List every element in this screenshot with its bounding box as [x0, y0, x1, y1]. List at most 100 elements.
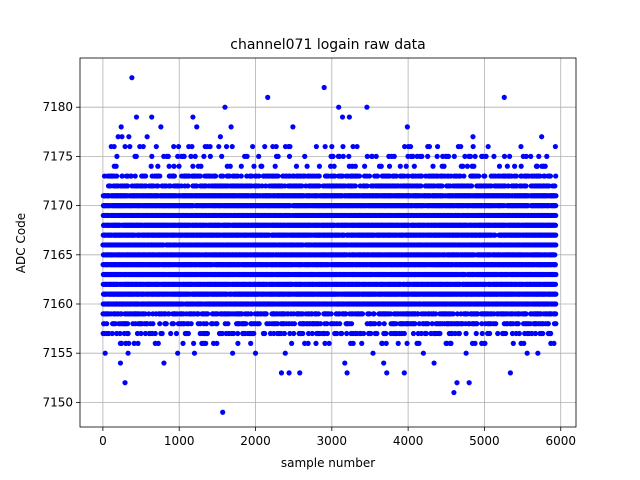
data-point — [171, 163, 177, 169]
data-point — [142, 330, 149, 337]
data-point — [344, 330, 350, 337]
data-point — [155, 183, 161, 189]
data-point — [201, 153, 207, 159]
data-point — [315, 311, 322, 317]
data-point — [340, 153, 346, 159]
data-point — [386, 163, 393, 169]
data-point — [425, 153, 431, 159]
data-point — [359, 340, 365, 346]
data-point — [423, 330, 429, 337]
data-point — [248, 311, 254, 317]
data-point — [411, 163, 417, 169]
data-point — [131, 340, 137, 346]
data-point — [272, 163, 278, 169]
data-point — [356, 173, 363, 179]
data-point — [401, 330, 407, 337]
data-point — [194, 183, 200, 189]
data-point — [216, 143, 222, 150]
data-point — [205, 311, 211, 317]
data-point — [316, 163, 323, 169]
data-point — [140, 143, 146, 150]
data-point — [300, 330, 306, 337]
data-point — [122, 143, 128, 150]
data-point — [322, 143, 328, 150]
data-point — [330, 153, 336, 159]
data-point — [251, 163, 257, 169]
data-point — [204, 330, 211, 337]
data-point — [212, 173, 219, 179]
data-point — [207, 153, 213, 159]
data-point — [418, 183, 424, 189]
data-point — [146, 311, 152, 317]
data-point — [149, 153, 155, 159]
data-point — [171, 143, 177, 150]
data-point — [378, 163, 384, 169]
data-point — [171, 173, 177, 179]
data-point — [263, 183, 269, 189]
data-point — [109, 330, 115, 337]
data-point — [373, 153, 379, 159]
data-point — [263, 311, 269, 317]
data-point — [243, 321, 249, 327]
data-point — [271, 330, 277, 337]
data-point — [203, 321, 210, 327]
data-point — [188, 153, 194, 159]
data-point — [225, 321, 231, 327]
data-point — [159, 330, 165, 337]
data-point — [256, 153, 262, 159]
data-point — [262, 143, 268, 150]
data-point — [125, 330, 131, 337]
data-point — [419, 153, 425, 159]
data-point — [155, 163, 161, 169]
data-point — [114, 153, 120, 159]
data-point — [214, 321, 220, 327]
data-point — [220, 173, 226, 179]
data-point — [404, 340, 410, 346]
data-point — [173, 330, 180, 337]
data-point — [256, 173, 262, 179]
data-point — [190, 163, 196, 169]
data-point — [142, 311, 148, 317]
data-point — [426, 143, 433, 150]
data-point — [364, 153, 370, 159]
data-point — [197, 173, 204, 179]
data-point — [192, 153, 198, 159]
data-point — [244, 153, 250, 159]
data-point — [293, 163, 300, 169]
data-point — [112, 321, 118, 327]
data-point — [366, 173, 373, 179]
data-point — [259, 163, 265, 169]
data-point — [352, 183, 359, 189]
data-point — [375, 173, 381, 179]
data-point — [313, 143, 319, 150]
data-point — [361, 330, 367, 337]
data-point — [185, 183, 191, 189]
data-point — [235, 340, 241, 346]
data-point — [305, 340, 311, 346]
data-point — [337, 321, 343, 327]
data-point — [391, 153, 397, 159]
data-point — [328, 311, 334, 317]
data-point — [274, 321, 281, 327]
data-point — [361, 163, 368, 169]
data-point — [250, 143, 256, 150]
data-point — [230, 330, 237, 337]
data-point — [189, 143, 195, 150]
data-point — [430, 163, 436, 169]
data-point — [256, 321, 262, 327]
data-point — [359, 311, 366, 317]
data-point — [352, 163, 358, 169]
data-point — [148, 163, 154, 169]
data-point — [383, 340, 389, 346]
data-point — [273, 143, 279, 150]
data-point — [167, 183, 173, 189]
data-point — [374, 330, 380, 337]
data-point — [127, 143, 133, 150]
data-point — [155, 340, 161, 346]
data-point — [302, 153, 308, 159]
data-point — [133, 153, 139, 159]
data-point — [340, 143, 346, 150]
data-point — [229, 143, 235, 150]
